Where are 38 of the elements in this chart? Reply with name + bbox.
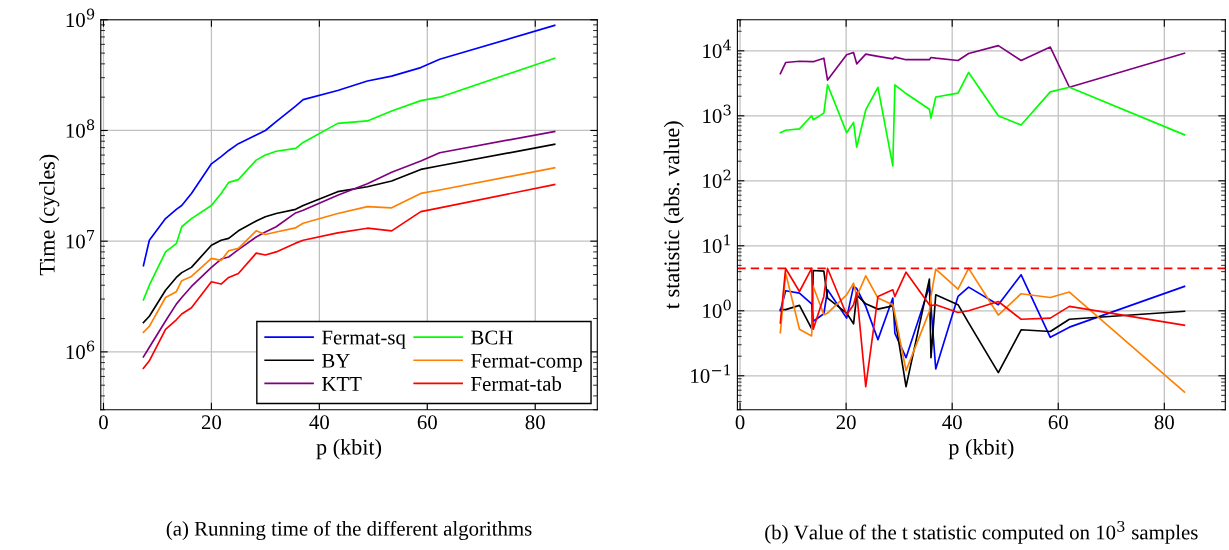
text: (a) Running time of the different algorithms bbox=[166, 520, 532, 541]
y-tick-label: 10$^{1}$ bbox=[703, 234, 730, 254]
line-series bbox=[142, 143, 556, 324]
x-axis-title: p (kbit) bbox=[948, 439, 1014, 460]
y-tick-label: 10$^{−1}$ bbox=[691, 364, 730, 384]
line-series bbox=[779, 273, 1186, 370]
x-tick-label: 0 bbox=[99, 415, 108, 430]
y-tick-label: 10$^{7}$ bbox=[66, 230, 95, 249]
y-tick-label: 10$^{0}$ bbox=[703, 299, 731, 319]
x-tick-label: 60 bbox=[1048, 415, 1068, 430]
x-tick-label: 60 bbox=[417, 415, 437, 430]
y-tick-label: 10$^{9}$ bbox=[66, 8, 95, 28]
line-series bbox=[779, 71, 1186, 167]
line-series bbox=[779, 44, 1186, 89]
y-tick-label: 10$^{2}$ bbox=[703, 169, 731, 189]
y-tick-label: 10$^{3}$ bbox=[703, 104, 731, 124]
x-axis-title: p (kbit) bbox=[316, 439, 382, 460]
x-tick-label: 40 bbox=[309, 415, 329, 430]
y-tick-label: 10$^{6}$ bbox=[66, 340, 95, 360]
x-tick-label: 80 bbox=[1154, 415, 1174, 430]
legend-label: KTT bbox=[322, 377, 362, 391]
legend-label: BY bbox=[322, 353, 350, 368]
y-tick-label: 10$^{4}$ bbox=[703, 39, 732, 59]
text: (b) Value of the t statistic computed on 10$^{3}$ samples bbox=[765, 520, 1198, 544]
x-tick-label: 0 bbox=[735, 415, 745, 430]
legend-label: Fermat-sq bbox=[322, 330, 406, 349]
y-axis-title: t statistic (abs. value) bbox=[663, 121, 684, 309]
x-tick-label: 20 bbox=[201, 415, 222, 430]
y-axis-title: Time (cycles) bbox=[39, 154, 60, 276]
x-tick-label: 40 bbox=[942, 415, 962, 430]
legend-label: BCH bbox=[471, 330, 513, 345]
y-tick-label: 10$^{8}$ bbox=[66, 119, 95, 138]
x-tick-label: 20 bbox=[836, 415, 856, 430]
line-series bbox=[142, 24, 556, 267]
x-tick-label: 80 bbox=[525, 415, 545, 430]
legend-label: Fermat-tab bbox=[471, 376, 562, 391]
line-series bbox=[142, 57, 556, 301]
legend-label: Fermat-comp bbox=[471, 353, 582, 372]
